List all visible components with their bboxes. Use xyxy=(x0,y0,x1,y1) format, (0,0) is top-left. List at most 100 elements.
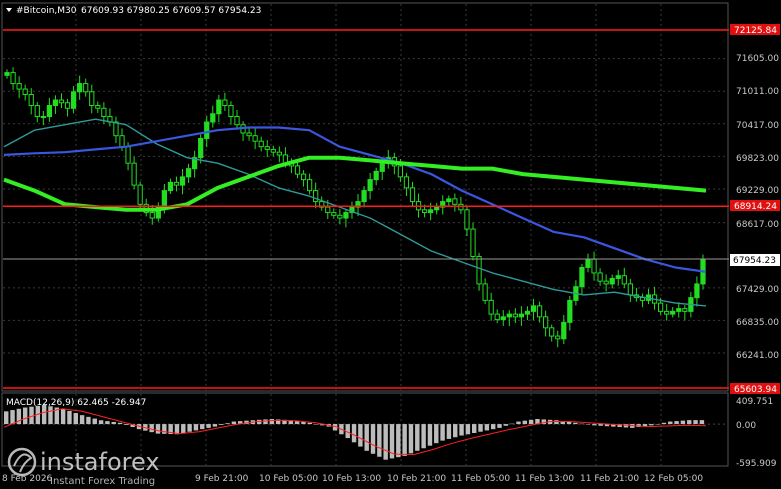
candle-body xyxy=(343,212,349,219)
macd-hist-bar xyxy=(206,424,211,428)
candle-body xyxy=(222,99,228,107)
macd-hist-bar xyxy=(282,419,287,425)
macd-hist-bar xyxy=(421,424,426,449)
macd-hist-bar xyxy=(668,421,673,425)
candle-body xyxy=(173,181,180,186)
macd-hist-bar xyxy=(674,421,679,425)
candle-body xyxy=(506,313,512,318)
macd-tick: 409.751 xyxy=(736,397,773,407)
macd-hist-bar xyxy=(4,411,9,425)
price-axis[interactable]: 71605.00 71011.00 70417.00 69823.00 6922… xyxy=(730,24,780,469)
macd-hist-bar xyxy=(617,424,622,428)
candle-body xyxy=(325,206,331,214)
macd-hist-bar xyxy=(29,406,34,425)
candle-body xyxy=(367,179,373,192)
macd-hist-bar xyxy=(181,424,186,433)
macd-hist-bar xyxy=(320,424,325,426)
candle-body xyxy=(228,105,234,118)
candle-body xyxy=(682,308,688,312)
macd-hist-bar xyxy=(269,418,275,425)
price-tick: 68617.00 xyxy=(736,220,779,230)
candle-body xyxy=(204,121,210,139)
candle-body xyxy=(234,116,240,126)
candle-body xyxy=(185,168,192,178)
macd-hist-bar xyxy=(67,410,72,425)
candle-body xyxy=(482,283,488,301)
candle-body xyxy=(500,316,506,321)
candle-body xyxy=(403,176,410,189)
macd-hist-bar xyxy=(124,424,129,425)
candle-body xyxy=(95,105,101,109)
time-tick: 9 Feb 21:00 xyxy=(195,474,249,484)
candle-body xyxy=(46,105,53,118)
macd-hist-bar xyxy=(155,424,161,434)
candle-body xyxy=(664,310,670,315)
candle-body xyxy=(397,165,404,178)
macd-hist-bar xyxy=(60,408,66,425)
macd-hist-bar xyxy=(174,424,180,435)
macd-hist-bar xyxy=(162,424,167,434)
candle-body xyxy=(83,83,89,93)
candle-body xyxy=(125,146,131,164)
candle-body xyxy=(621,275,627,285)
bottom-level-tag xyxy=(730,383,780,394)
candle-body xyxy=(34,105,40,118)
candle-body xyxy=(70,91,77,109)
macd-hist-bar xyxy=(396,424,401,458)
candle-body xyxy=(676,308,682,312)
candle-body xyxy=(694,283,700,299)
macd-hist-bar xyxy=(440,424,445,441)
price-tick: 69229.00 xyxy=(736,186,779,196)
candle-body xyxy=(421,209,428,214)
dropdown-arrow-icon[interactable] xyxy=(6,8,12,12)
macd-hist-bar xyxy=(48,406,53,425)
macd-hist-bar xyxy=(86,416,91,425)
candle-body xyxy=(494,313,500,321)
current-price-tag xyxy=(730,254,780,266)
macd-hist-bar xyxy=(275,419,281,425)
macd-hist-bar xyxy=(535,418,540,425)
candle-body xyxy=(524,310,531,315)
candle-body xyxy=(149,212,155,219)
macd-hist-bar xyxy=(41,404,47,425)
candle-body xyxy=(488,299,494,315)
candle-body xyxy=(446,198,452,203)
macd-tick: 0.00 xyxy=(736,421,756,431)
macd-hist-bar xyxy=(10,410,15,425)
macd-hist-bar xyxy=(263,419,268,425)
macd-hist-bar xyxy=(244,420,249,425)
symbol-label: #Bitcoin,M30 xyxy=(16,6,77,16)
macd-hist-bar xyxy=(434,424,439,444)
candle-body xyxy=(294,165,301,175)
macd-hist-bar xyxy=(611,424,616,427)
candle-body xyxy=(300,173,307,181)
macd-hist-bar xyxy=(680,420,686,425)
candle-body xyxy=(216,99,222,115)
candle-body xyxy=(77,83,83,93)
macd-hist-bar xyxy=(370,424,376,454)
macd-hist-bar xyxy=(219,424,224,425)
macd-hist-bar xyxy=(604,424,610,427)
macd-hist-bar xyxy=(490,424,496,430)
time-axis[interactable]: 8 Feb 2026 9 Feb 21:00 10 Feb 05:00 10 F… xyxy=(2,474,703,484)
candle-body xyxy=(361,190,367,203)
candle-body xyxy=(603,280,609,285)
top-level-tag xyxy=(730,24,780,35)
macd-hist-bar xyxy=(661,422,667,425)
candle-body xyxy=(567,299,573,323)
time-tick: 10 Feb 21:00 xyxy=(387,474,446,484)
candle-body xyxy=(313,190,319,203)
macd-hist-bar xyxy=(427,424,433,446)
candle-body xyxy=(252,135,258,142)
ma-fast-line xyxy=(3,118,707,307)
candle-body xyxy=(28,94,34,107)
macd-hist-bar xyxy=(288,420,294,425)
candle-body xyxy=(113,121,119,137)
candle-body xyxy=(101,107,107,118)
candle-body xyxy=(192,157,198,170)
macd-hist-bar xyxy=(592,424,597,426)
candle-body xyxy=(627,283,633,296)
macd-hist-bar xyxy=(351,424,357,443)
ma-mid-line xyxy=(3,126,707,273)
